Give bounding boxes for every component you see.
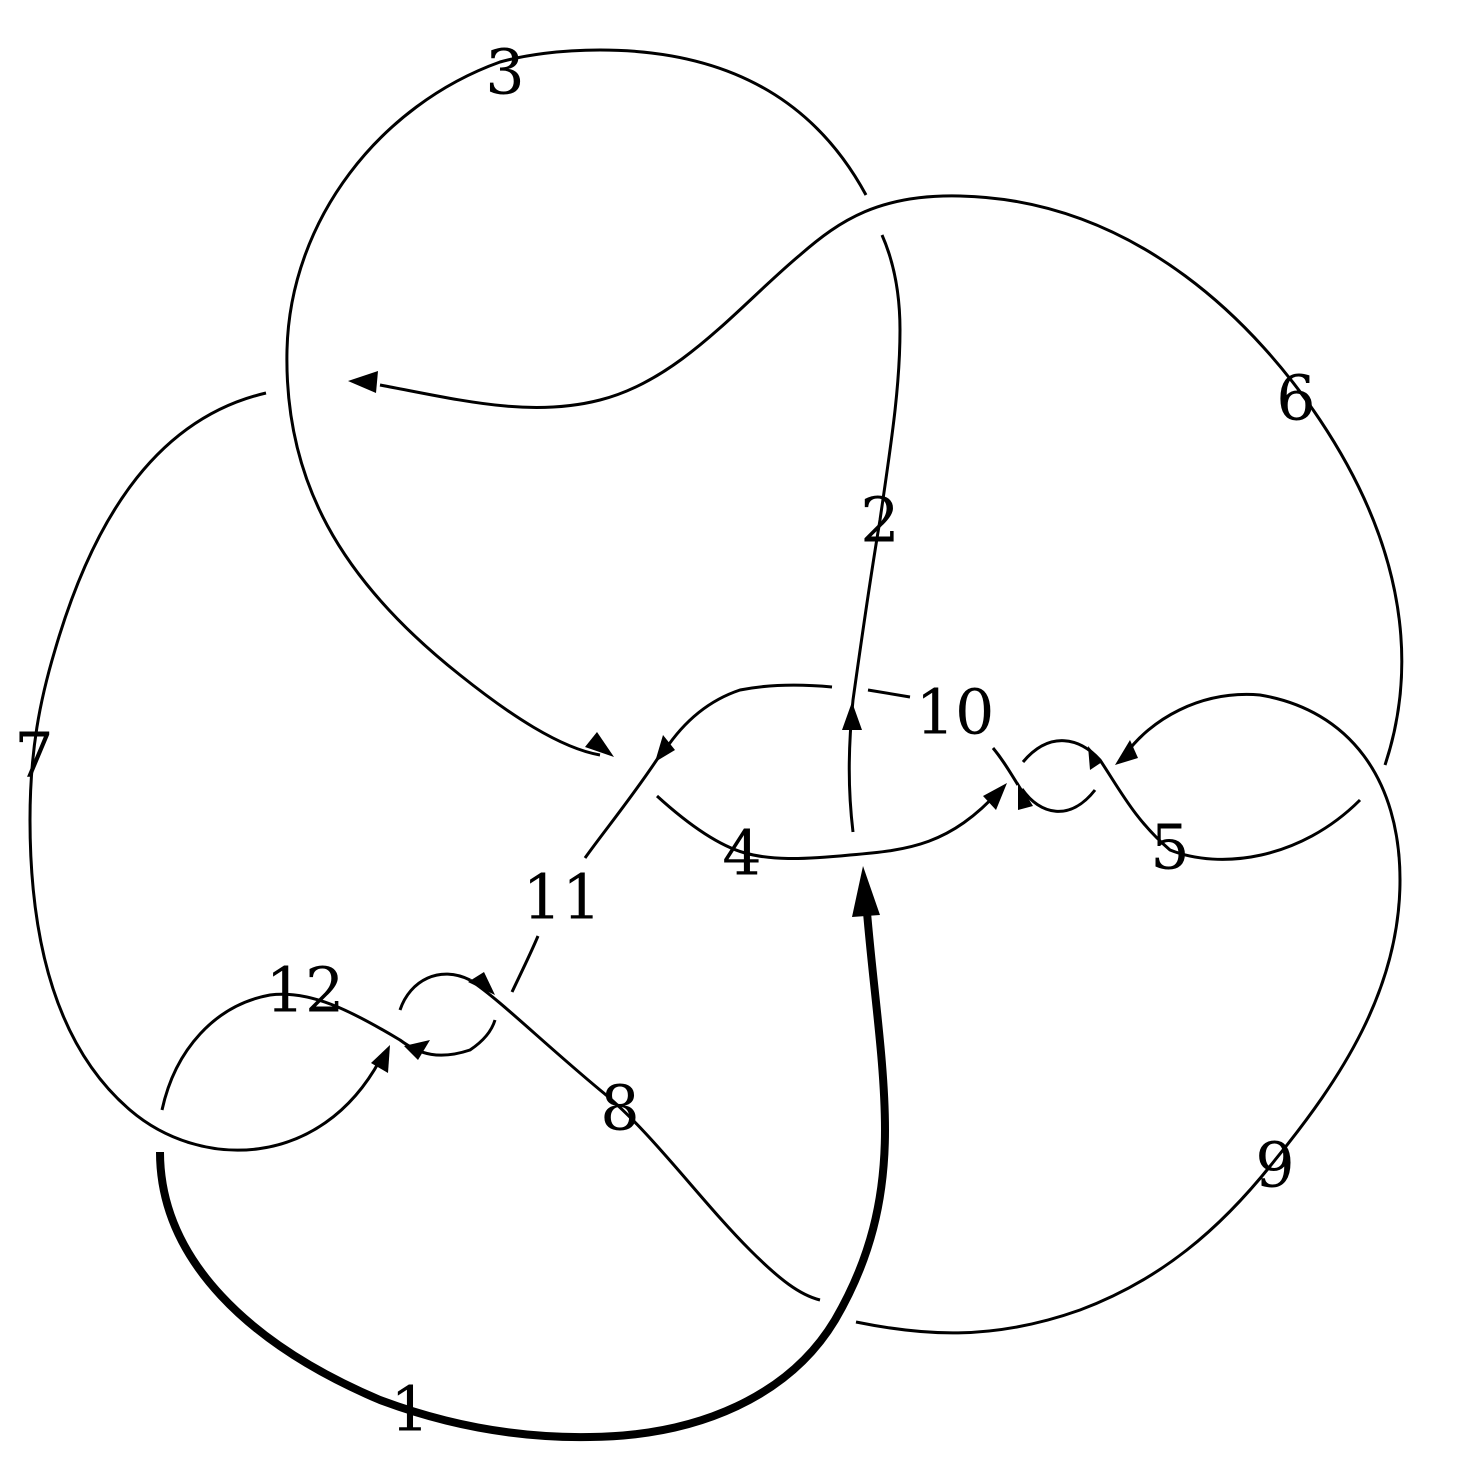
arc-12 [160, 972, 497, 1111]
arc-2-arrow [842, 702, 862, 730]
label-12: 12 [266, 954, 345, 1027]
label-8: 8 [600, 1072, 639, 1145]
arc-7-arrow [371, 1045, 390, 1073]
arc-4 [655, 788, 1002, 861]
svg-text:2: 2 [860, 484, 899, 557]
svg-text:7: 7 [14, 719, 53, 792]
svg-text:3: 3 [485, 36, 524, 109]
label-10: 10 [916, 676, 995, 749]
arc-11 [510, 757, 660, 993]
arc-3-arrow [585, 732, 614, 757]
arc-12-arrow [404, 1040, 430, 1060]
svg-text:4: 4 [722, 817, 761, 890]
arc-10 [663, 683, 1020, 786]
arc-1 [156, 899, 889, 1442]
arc-2 [847, 234, 902, 833]
svg-text:12: 12 [266, 954, 345, 1027]
svg-text:5: 5 [1150, 811, 1189, 884]
svg-text:1: 1 [390, 1373, 429, 1446]
svg-text:8: 8 [600, 1072, 639, 1145]
label-4: 4 [722, 817, 761, 890]
svg-text:11: 11 [523, 861, 602, 934]
arc-8-arrow [468, 972, 495, 995]
arc-10-arrow [655, 735, 675, 762]
label-7: 7 [14, 719, 53, 792]
label-2: 2 [860, 484, 899, 557]
svg-text:9: 9 [1255, 1129, 1294, 1202]
svg-text:6: 6 [1276, 362, 1315, 435]
arc-5 [1020, 739, 1362, 861]
label-1: 1 [390, 1373, 429, 1446]
svg-text:10: 10 [916, 676, 995, 749]
arc-8 [469, 978, 821, 1302]
arc-7 [28, 391, 382, 1152]
label-9: 9 [1255, 1129, 1294, 1202]
arc-3 [285, 48, 868, 757]
label-3: 3 [485, 36, 524, 109]
arc-5-arrow-b [1018, 782, 1033, 810]
arc-4-arrow [983, 783, 1007, 810]
arc-5-arrow [1088, 746, 1102, 770]
arc-1-arrow [852, 866, 880, 917]
arc-9-arrow [1115, 740, 1138, 765]
label-6: 6 [1276, 362, 1315, 435]
arc-6-arrow [348, 371, 378, 393]
label-11: 11 [523, 861, 602, 934]
arc-6 [379, 194, 1404, 766]
label-5: 5 [1150, 811, 1189, 884]
arc-9 [855, 692, 1402, 1335]
